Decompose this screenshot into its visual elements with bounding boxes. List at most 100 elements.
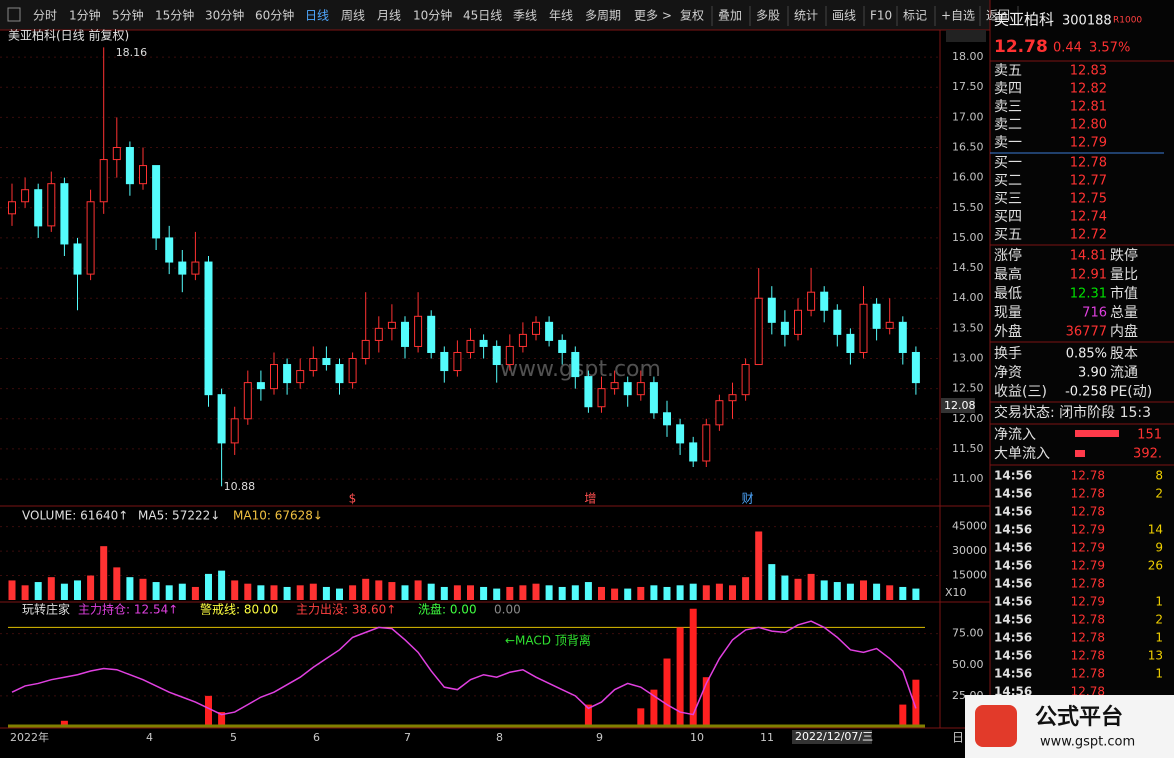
- y-tick-label: 45000: [952, 520, 987, 533]
- event-marker[interactable]: 财: [742, 492, 754, 506]
- volume-bar: [362, 578, 370, 600]
- candle-body: [597, 388, 606, 408]
- period-tab[interactable]: 季线: [513, 9, 537, 23]
- stat-label: 内盘: [1110, 323, 1138, 340]
- tool-button[interactable]: 返回: [986, 9, 1010, 23]
- candle-body: [820, 291, 829, 311]
- indicator-name: 玩转庄家: [22, 602, 70, 617]
- volume-bar: [584, 582, 592, 600]
- candle-body: [702, 424, 711, 462]
- stat-label: 最高: [994, 266, 1022, 283]
- period-tab[interactable]: 日线: [305, 9, 329, 23]
- stat-value: 716: [1082, 306, 1107, 321]
- volume-bar: [689, 583, 697, 600]
- candle-body: [545, 321, 554, 341]
- volume-bar: [558, 586, 566, 600]
- volume-bar: [532, 583, 540, 600]
- stat-label: 净资: [994, 365, 1022, 381]
- candle-body: [466, 339, 475, 353]
- trade-time: 14:56: [994, 595, 1032, 609]
- event-marker[interactable]: 增: [584, 492, 596, 506]
- period-tab[interactable]: 分时: [33, 9, 57, 23]
- candle-body: [911, 351, 920, 384]
- y-tick-label: 13.50: [952, 321, 984, 334]
- trade-price: 12.79: [1071, 595, 1105, 609]
- volume-bar: [349, 585, 357, 600]
- period-tab[interactable]: 10分钟: [413, 8, 452, 23]
- tool-button[interactable]: F10: [870, 9, 892, 23]
- period-tab[interactable]: 5分钟: [112, 8, 144, 23]
- y-tick-label: 12.00: [952, 412, 984, 425]
- trade-status: 交易状态: 闭市阶段 15:3: [994, 404, 1151, 421]
- volume-bar: [87, 575, 95, 600]
- volume-bar: [401, 585, 409, 600]
- candle-body: [754, 297, 763, 366]
- flow-bar: [1075, 430, 1119, 437]
- logo-icon: [975, 705, 1017, 747]
- volume-bar: [191, 586, 199, 600]
- period-tab[interactable]: 更多 >: [634, 9, 672, 23]
- trade-price: 12.78: [1071, 577, 1105, 591]
- volume-bar: [506, 586, 514, 600]
- volume-bar: [440, 586, 448, 600]
- period-tab[interactable]: 周线: [341, 9, 365, 23]
- trade-volume: 9: [1155, 541, 1163, 555]
- candle-body: [610, 382, 619, 390]
- volume-bar: [322, 586, 330, 600]
- main-force-bar: [899, 704, 907, 727]
- y-tick-label: 16.50: [952, 141, 984, 154]
- trade-volume: 8: [1155, 469, 1163, 483]
- volume-bar: [231, 580, 239, 600]
- panel-toggle[interactable]: [946, 30, 986, 42]
- candle-body: [8, 201, 16, 215]
- stat-value: 36777: [1066, 325, 1107, 340]
- tool-button[interactable]: 画线: [832, 9, 856, 23]
- book-label: 卖三: [994, 99, 1022, 115]
- tool-button[interactable]: 多股: [756, 9, 780, 23]
- book-price: 12.74: [1070, 210, 1107, 225]
- volume-bar: [598, 586, 605, 600]
- x-tick-label: 6: [313, 731, 320, 744]
- volume-bar: [755, 531, 763, 600]
- period-tab[interactable]: 年线: [549, 9, 573, 23]
- tool-button[interactable]: 复权: [680, 9, 704, 23]
- candle-body: [780, 321, 789, 335]
- indicator-legend: 主力持仓: 12.54↑: [78, 602, 178, 617]
- candle-body: [322, 358, 331, 366]
- period-tab[interactable]: 多周期: [585, 9, 621, 23]
- flow-value: 392.: [1133, 447, 1162, 462]
- volume-bar: [467, 585, 474, 600]
- event-marker[interactable]: $: [349, 492, 357, 506]
- tool-button[interactable]: 标记: [903, 9, 927, 23]
- volume-bar: [715, 583, 723, 600]
- period-tab[interactable]: 1分钟: [69, 8, 101, 23]
- stock-name: 美亚柏科: [994, 11, 1054, 29]
- trade-time: 14:56: [994, 649, 1032, 663]
- period-tab[interactable]: 15分钟: [155, 8, 194, 23]
- candle-body: [440, 351, 449, 372]
- main-force-bar: [689, 608, 697, 727]
- candle-body: [584, 376, 593, 408]
- candle-body: [807, 291, 816, 311]
- volume-bar: [480, 586, 488, 600]
- candle-body: [623, 382, 632, 396]
- logo-url: www.gspt.com: [1040, 735, 1135, 750]
- trade-price: 12.78: [1071, 613, 1105, 627]
- volume-bar: [453, 585, 461, 600]
- candle-body: [558, 339, 567, 353]
- period-tab[interactable]: 45日线: [463, 9, 502, 23]
- cursor-date-box: [792, 730, 872, 744]
- tool-button[interactable]: 叠加: [718, 9, 742, 23]
- volume-bar: [113, 567, 121, 600]
- menu-icon[interactable]: [7, 7, 21, 22]
- period-tab[interactable]: 30分钟: [205, 8, 244, 23]
- stat-label: 最低: [994, 286, 1022, 302]
- tool-button[interactable]: +自选: [941, 9, 975, 23]
- volume-bar: [309, 583, 317, 600]
- period-tab[interactable]: 60分钟: [255, 8, 294, 23]
- period-tab[interactable]: 月线: [377, 9, 401, 23]
- volume-bar: [244, 583, 252, 600]
- candle-body: [60, 183, 69, 245]
- stat-label: 市值: [1110, 285, 1138, 302]
- tool-button[interactable]: 统计: [794, 9, 818, 23]
